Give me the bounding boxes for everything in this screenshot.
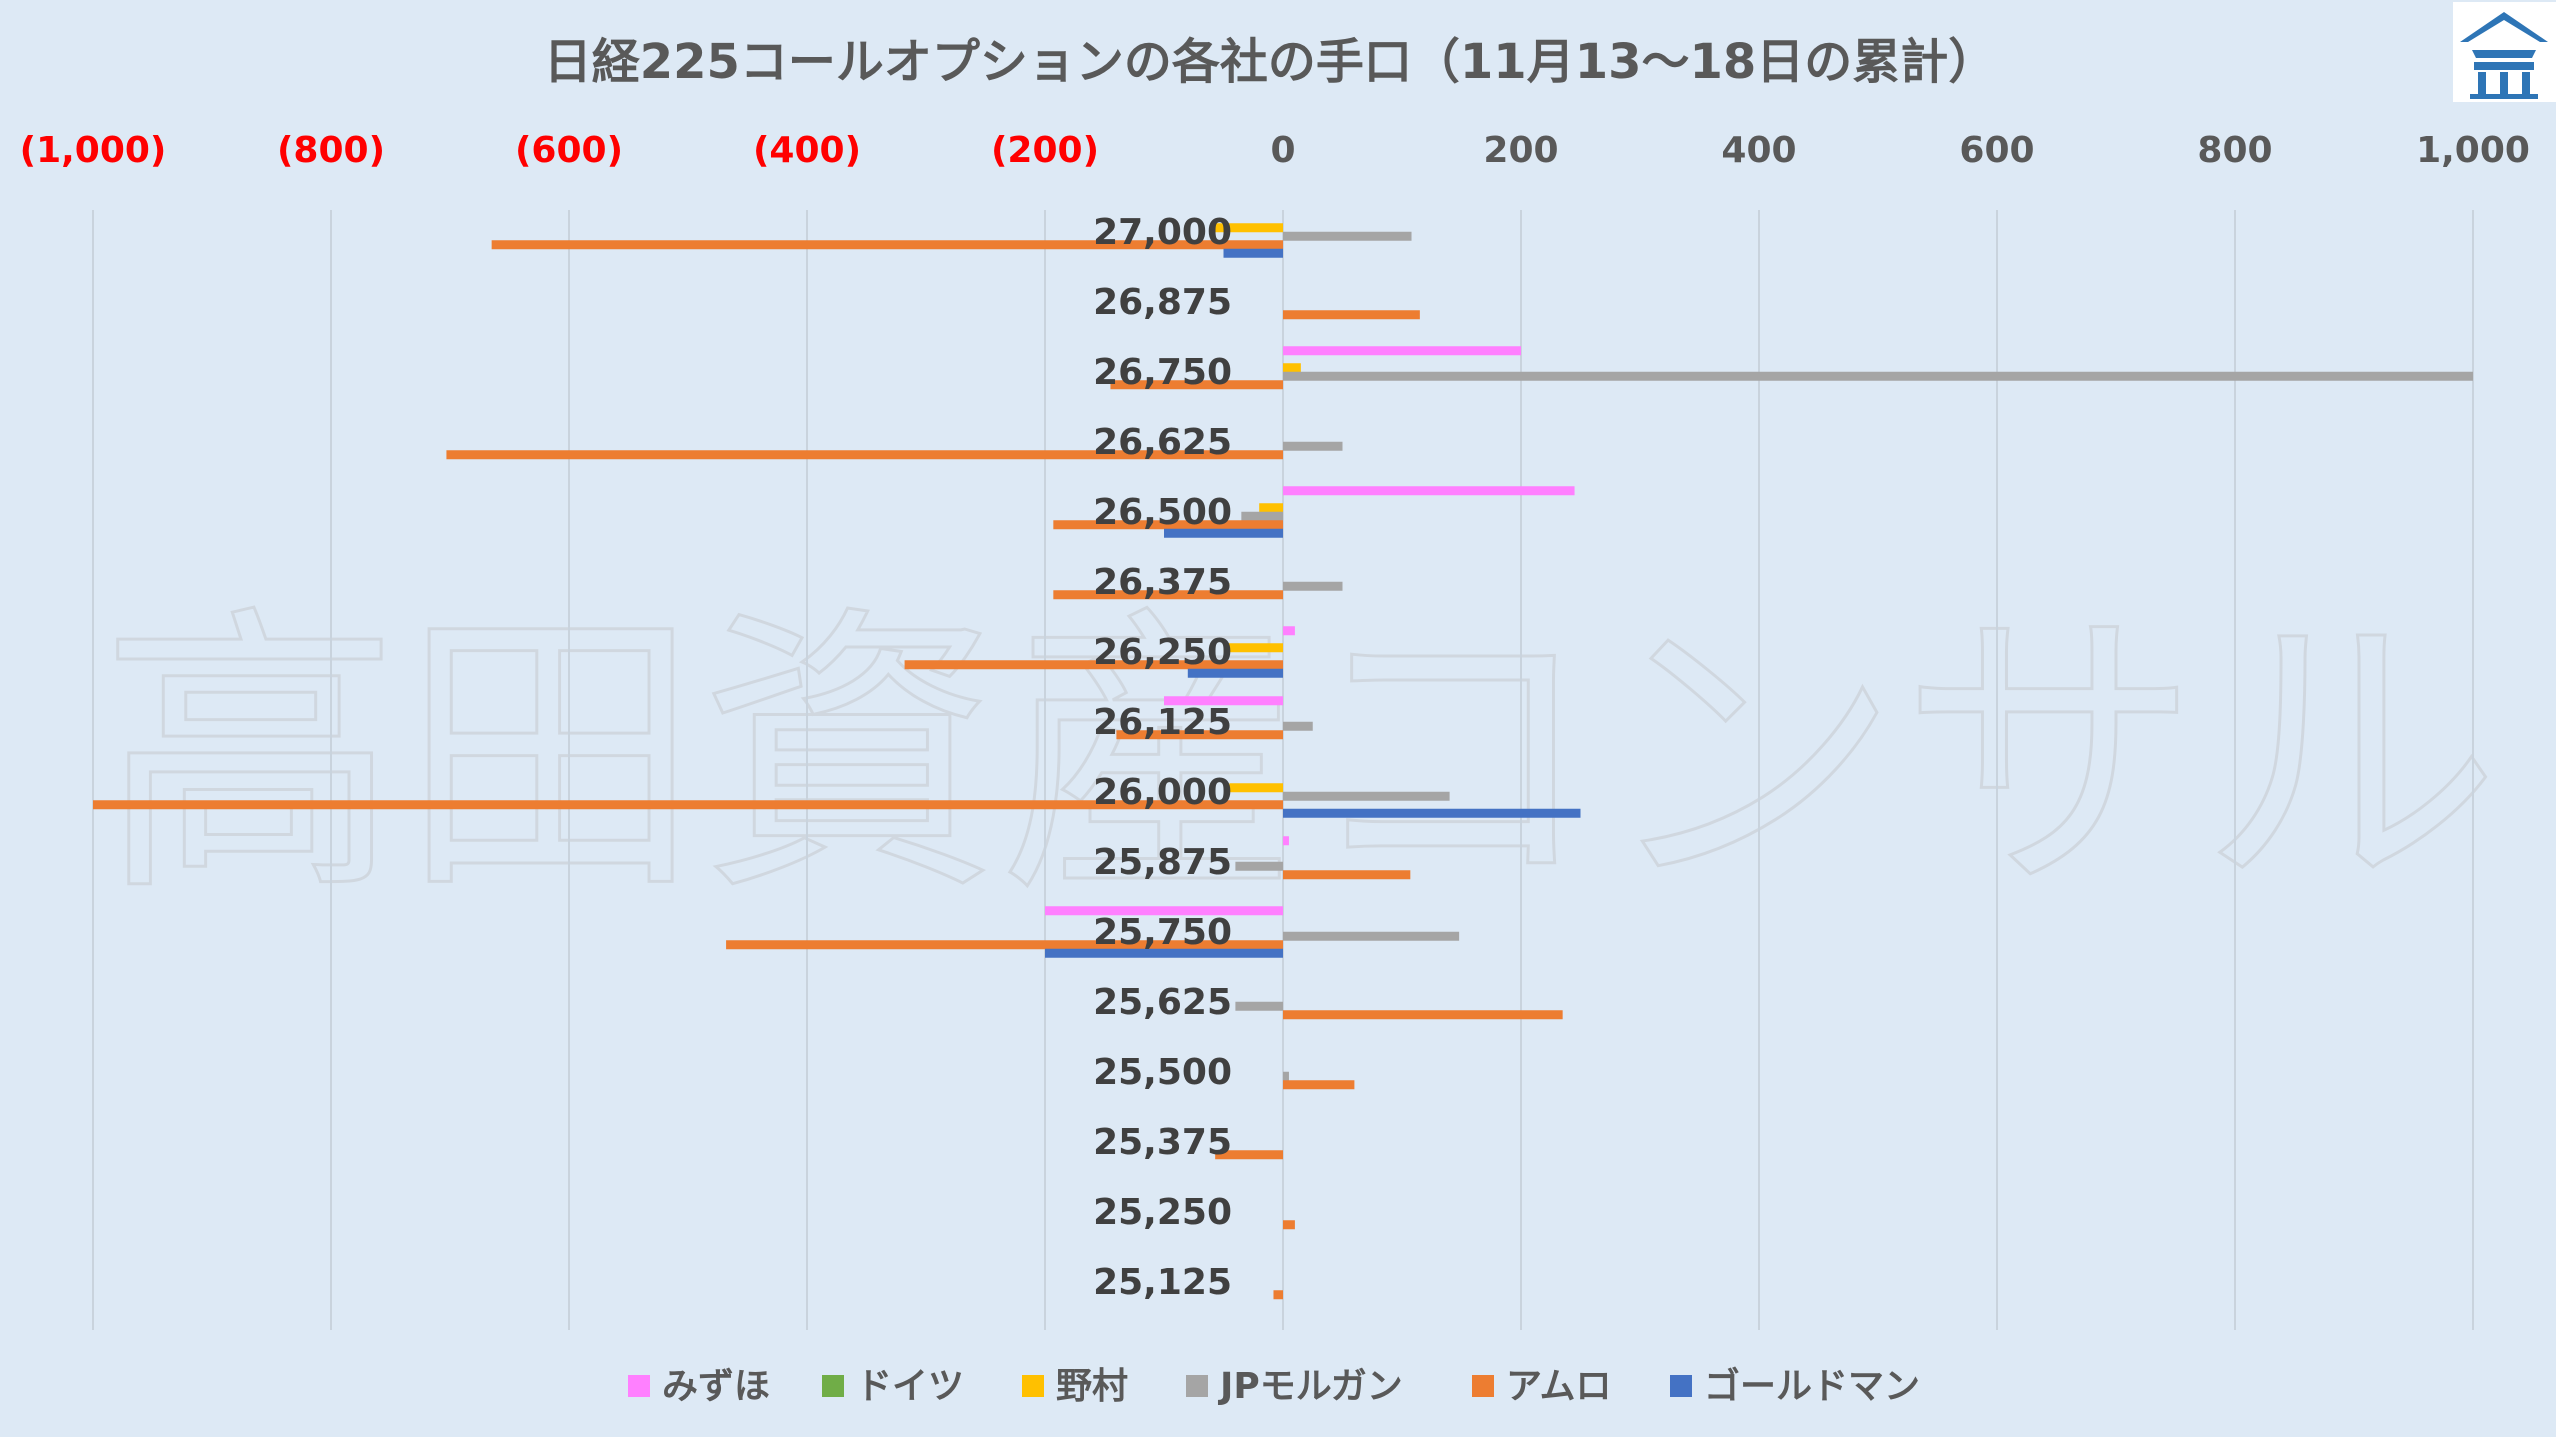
bar	[1215, 1150, 1283, 1160]
legend: みずほ ドイツ 野村 JPモルガン アムロ ゴールドマン	[628, 1365, 1920, 1407]
category-label: 25,750	[1093, 912, 1232, 953]
category-label: 25,500	[1093, 1052, 1232, 1093]
bar	[1283, 1220, 1295, 1230]
category-label: 26,125	[1093, 702, 1232, 743]
category-label: 25,125	[1093, 1262, 1232, 1303]
bar	[1283, 1080, 1355, 1090]
x-tick-label: (200)	[991, 130, 1099, 171]
category-label: 26,750	[1093, 352, 1232, 393]
bar	[1053, 520, 1283, 530]
bar	[1164, 696, 1283, 706]
category-label: 26,625	[1093, 422, 1232, 463]
bar	[1273, 1290, 1283, 1300]
bar	[1283, 808, 1581, 818]
bar	[1283, 1010, 1563, 1020]
gridlines	[92, 210, 2474, 1330]
bar	[1211, 223, 1283, 233]
x-tick-label: (400)	[753, 130, 861, 171]
bar	[491, 240, 1283, 250]
x-tick-label: 200	[1483, 130, 1558, 171]
legend-swatch	[1670, 1375, 1692, 1397]
bar	[1235, 1001, 1283, 1011]
category-label: 26,500	[1093, 492, 1232, 533]
x-axis-ticks: (1,000) (800) (600) (400) (200) 0 200 400 600 800…	[20, 130, 2530, 171]
bar	[1283, 791, 1450, 801]
category-label: 27,000	[1093, 212, 1232, 253]
bar	[1283, 486, 1575, 496]
chart-title: 日経225コールオプションの各社の手口（11月13〜18日の累計）	[544, 34, 1997, 90]
legend-label: JPモルガン	[1217, 1366, 1403, 1407]
bar	[1283, 310, 1420, 320]
bar	[1164, 528, 1283, 538]
bar	[1187, 668, 1283, 678]
bar	[1110, 380, 1283, 390]
bar	[1283, 931, 1460, 941]
category-label: 26,375	[1093, 562, 1232, 603]
bar	[1045, 948, 1283, 958]
bar	[1259, 503, 1283, 513]
bar	[1223, 643, 1283, 653]
bar	[1283, 231, 1412, 241]
x-tick-label: (600)	[515, 130, 623, 171]
logo-icon	[2453, 2, 2556, 102]
bar	[1053, 590, 1283, 600]
x-tick-label: 400	[1721, 130, 1796, 171]
bars	[93, 223, 2473, 1300]
bar	[93, 800, 1283, 810]
legend-label: みずほ	[662, 1366, 770, 1407]
legend-label: 野村	[1056, 1366, 1128, 1407]
bar	[1223, 248, 1283, 258]
category-label: 25,375	[1093, 1122, 1232, 1163]
bar	[1045, 906, 1283, 916]
bar	[1283, 626, 1295, 636]
category-label: 25,625	[1093, 982, 1232, 1023]
x-tick-label: 800	[2197, 130, 2272, 171]
bar	[1235, 861, 1283, 871]
bar	[1283, 870, 1411, 880]
bar	[1283, 1071, 1289, 1081]
x-tick-label: (1,000)	[20, 130, 167, 171]
legend-swatch	[1022, 1375, 1044, 1397]
legend-swatch	[628, 1375, 650, 1397]
legend-swatch	[822, 1375, 844, 1397]
x-tick-label: 600	[1959, 130, 2034, 171]
category-label: 25,250	[1093, 1192, 1232, 1233]
legend-label: ゴールドマン	[1704, 1365, 1920, 1407]
bar	[1283, 371, 2473, 381]
bar	[1283, 581, 1343, 591]
x-tick-label: 1,000	[2416, 130, 2530, 171]
bar	[1283, 721, 1313, 731]
bar	[1283, 346, 1521, 356]
bar	[1283, 441, 1343, 451]
bar	[726, 940, 1283, 950]
x-tick-label: 0	[1270, 130, 1295, 171]
bar	[1116, 730, 1283, 740]
bar	[1283, 836, 1289, 846]
bar	[446, 450, 1283, 460]
category-label: 26,000	[1093, 772, 1232, 813]
category-label: 26,250	[1093, 632, 1232, 673]
bar	[1229, 783, 1283, 793]
bar	[1283, 363, 1301, 373]
legend-label: アムロ	[1506, 1366, 1611, 1407]
legend-swatch	[1186, 1375, 1208, 1397]
bar	[1241, 511, 1283, 521]
bar	[904, 660, 1283, 670]
legend-label: ドイツ	[856, 1366, 964, 1407]
category-label: 26,875	[1093, 282, 1232, 323]
category-label: 25,875	[1093, 842, 1232, 883]
category-labels: 27,000 26,875 26,750 26,625 26,500 26,375 26,2…	[1093, 212, 1232, 1303]
legend-swatch	[1472, 1375, 1494, 1397]
x-tick-label: (800)	[277, 130, 385, 171]
